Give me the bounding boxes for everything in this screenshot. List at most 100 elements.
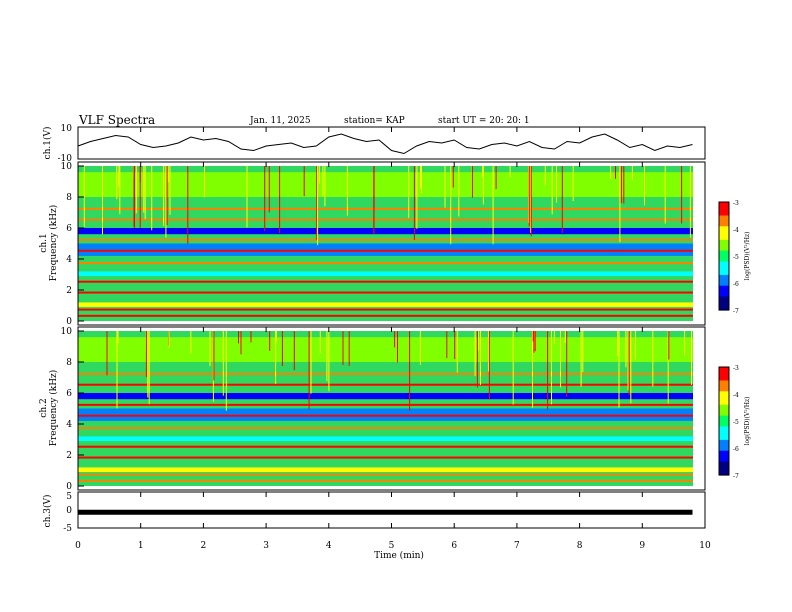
freq-tick-label: 4 xyxy=(66,420,72,430)
ch2-colorbar: -3 -4 -5 -6 -7 log(PSD)(V²/Hz) xyxy=(718,365,751,480)
freq-tick-label: 0 xyxy=(66,482,72,492)
colorbar-segment xyxy=(719,250,729,254)
spectrogram-streak xyxy=(342,331,344,365)
spectrogram-streak xyxy=(187,166,189,244)
spectrogram-streak xyxy=(324,166,326,207)
colorbar-segment xyxy=(719,431,729,436)
colorbar-segment xyxy=(719,274,729,279)
spectrogram-streak xyxy=(689,166,691,238)
colorbar-segment xyxy=(719,212,729,217)
ch1-freq-ylabel: Frequency (kHz) xyxy=(48,205,59,282)
colorbar-frame xyxy=(718,201,730,311)
spectrogram-streak xyxy=(691,331,692,385)
time-tick-label: 6 xyxy=(451,541,457,551)
spectrogram-streak xyxy=(167,166,169,183)
time-tick-label: 10 xyxy=(699,541,711,551)
spectrogram-streak xyxy=(308,331,310,409)
spectrogram-streak xyxy=(209,331,211,366)
spectrogram-streak xyxy=(615,166,616,179)
spectrogram-streak xyxy=(145,331,147,378)
spectrogram-streak xyxy=(533,331,535,353)
spectrogram-streak xyxy=(532,331,533,408)
spectrogram-streak xyxy=(419,331,421,365)
spectrogram-streak xyxy=(477,331,479,351)
freq-tick-label: 8 xyxy=(66,358,72,368)
ch1-colorbar: -3 -4 -5 -6 -7 log(PSD)(V²/Hz) xyxy=(718,200,751,315)
spectrogram-streak xyxy=(144,166,146,220)
colorbar-segment xyxy=(719,307,729,311)
colorbar-segment xyxy=(719,461,729,465)
ch1-channel-label: ch.1 xyxy=(39,233,49,252)
colorbar-segment xyxy=(719,256,729,260)
colorbar-tick-label: -4 xyxy=(733,392,739,399)
spectrogram-streak xyxy=(627,331,629,391)
colorbar-tick-label: -3 xyxy=(733,200,739,207)
spectrogram-streak xyxy=(644,166,645,206)
colorbar-segment xyxy=(719,299,729,303)
colorbar-segment xyxy=(719,456,729,460)
spectrogram-streak xyxy=(566,331,568,397)
spectrogram-streak xyxy=(168,331,170,348)
spectrogram-streak xyxy=(409,331,411,411)
spectrogram-streak xyxy=(83,166,85,227)
spectrogram-band xyxy=(78,172,693,197)
colorbar-segment xyxy=(719,283,729,287)
spectrogram-streak xyxy=(165,166,167,238)
spectrogram-line xyxy=(78,414,693,417)
spectrogram-band xyxy=(78,393,693,400)
start-time-label: start UT = 20: 20: 1 xyxy=(438,116,530,126)
spectrogram-streak xyxy=(634,331,636,360)
colorbar-segment xyxy=(719,367,729,371)
colorbar-segment xyxy=(719,239,729,244)
spectrogram-streak xyxy=(246,166,248,228)
spectrogram-streak xyxy=(625,331,627,368)
colorbar-segment xyxy=(719,388,729,392)
colorbar-segment xyxy=(719,445,729,449)
spectrogram-streak xyxy=(190,331,192,354)
spectrogram-streak xyxy=(117,331,119,344)
colorbar-segment xyxy=(719,458,729,463)
colorbar-segment xyxy=(719,453,729,457)
spectrogram-streak xyxy=(269,331,271,351)
spectrogram-line xyxy=(78,473,693,476)
spectrogram-streak xyxy=(492,166,494,245)
colorbar-segment xyxy=(719,394,729,398)
colorbar-label: log(PSD)(V²/Hz) xyxy=(744,397,751,446)
spectrogram-streak xyxy=(204,166,205,198)
colorbar-segment xyxy=(719,415,729,419)
colorbar-tick-label: -7 xyxy=(733,473,739,480)
colorbar-frame xyxy=(718,366,730,476)
spectrogram-streak xyxy=(139,166,141,228)
colorbar-segment xyxy=(719,253,729,257)
colorbar-segment xyxy=(719,375,729,379)
colorbar-segment xyxy=(719,407,729,411)
spectrogram-streak xyxy=(421,166,422,194)
colorbar-segment xyxy=(719,229,729,233)
time-tick-label: 0 xyxy=(75,541,81,551)
spectrogram-streak xyxy=(346,166,348,216)
spectrogram-streak xyxy=(619,166,621,243)
chart-title: VLF Spectra xyxy=(78,113,155,127)
spectrogram-band xyxy=(78,467,693,473)
spectrogram-streak xyxy=(628,331,630,395)
spectrogram-streak xyxy=(454,331,456,360)
spectrogram-streak xyxy=(480,331,481,385)
freq-tick-label: 6 xyxy=(66,224,72,234)
colorbar-segment xyxy=(719,391,729,395)
spectrogram-streak xyxy=(495,166,497,190)
spectrogram-streak xyxy=(106,331,108,376)
spectrogram-streak xyxy=(348,331,350,366)
colorbar-segment xyxy=(719,426,729,430)
spectrogram-streak xyxy=(328,331,330,392)
colorbar-segment xyxy=(719,402,729,406)
ch1-spectrogram-panel: 0 2 4 6 8 10 ch.1 Frequency (kHz) xyxy=(39,161,706,327)
colorbar-segment xyxy=(719,237,729,241)
spectrogram-streak xyxy=(316,166,318,241)
colorbar-segment xyxy=(719,204,729,208)
spectrogram-streak xyxy=(530,166,532,237)
time-tick-label: 3 xyxy=(263,541,269,551)
colorbar-segment xyxy=(719,369,729,373)
colorbar-segment xyxy=(719,418,729,422)
colorbar-segment xyxy=(719,304,729,308)
colorbar-segment xyxy=(719,466,729,471)
